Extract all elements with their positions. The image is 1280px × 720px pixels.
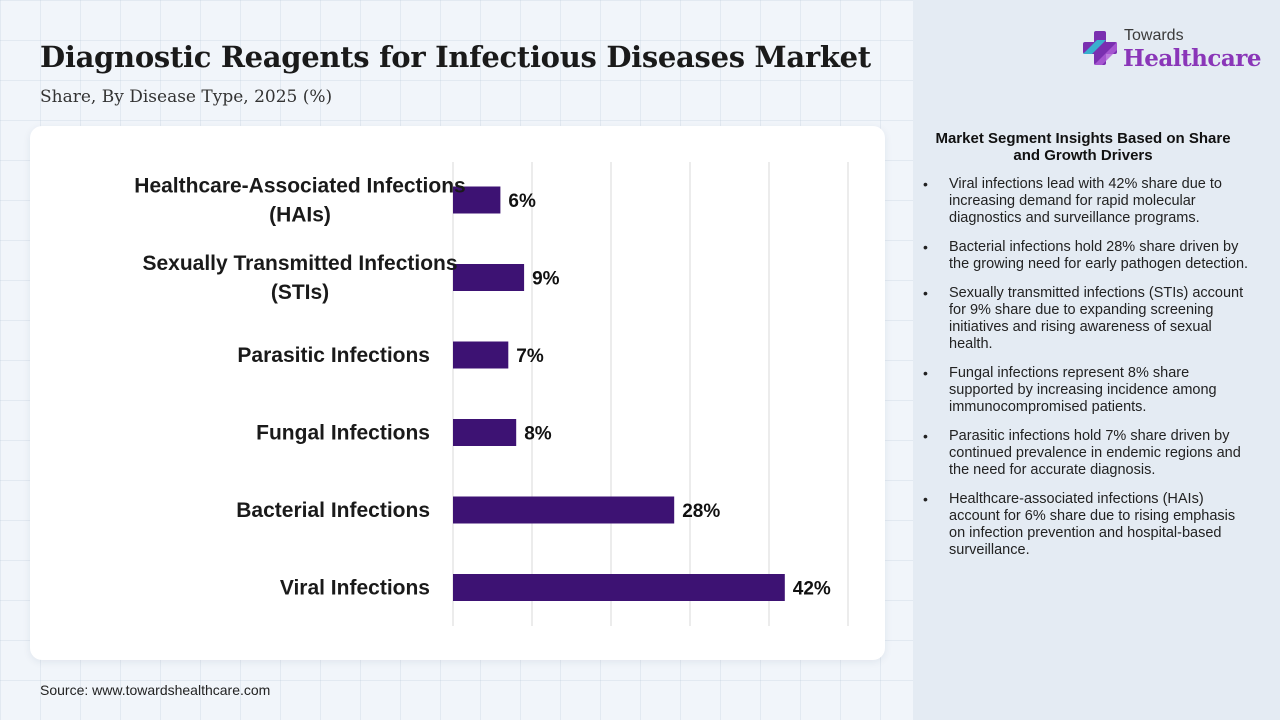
insight-text: Parasitic infections hold 7% share drive… — [949, 428, 1241, 478]
category-label: Parasitic Infections — [237, 344, 430, 367]
data-label: 7% — [516, 346, 544, 367]
bullet-icon: • — [923, 428, 928, 444]
insight-item: • Viral infections lead with 42% share du… — [920, 176, 1250, 227]
category-label: Bacterial Infections — [236, 499, 430, 522]
insight-text: Healthcare-associated infections (HAIs) … — [949, 491, 1236, 558]
category-label: Viral Infections — [280, 577, 430, 600]
bar — [453, 264, 525, 291]
category-label-line: Sexually Transmitted Infections — [142, 252, 457, 275]
insight-text: Viral infections lead with 42% share due… — [949, 176, 1222, 226]
logo-text-towards: Towards — [1124, 27, 1184, 44]
insights-list: • Viral infections lead with 42% share du… — [920, 176, 1250, 571]
data-label: 42% — [793, 579, 831, 600]
category-label-line: Viral Infections — [280, 577, 430, 600]
category-label: Healthcare-Associated Infections (HAIs) — [134, 175, 465, 227]
bar — [453, 186, 501, 214]
page-subtitle: Share, By Disease Type, 2025 (%) — [40, 87, 333, 107]
insight-item: • Sexually transmitted infections (STIs) … — [920, 285, 1250, 353]
insight-text: Sexually transmitted infections (STIs) a… — [949, 285, 1244, 352]
category-label-line: Bacterial Infections — [236, 499, 430, 522]
bar-chart: 6% Healthcare-Associated Infections (HAIs)… — [134, 162, 849, 626]
category-label-line: Fungal Infections — [256, 422, 430, 445]
bar — [453, 496, 675, 524]
chart-card: 6% Healthcare-Associated Infections (HAIs)… — [30, 126, 885, 660]
insights-title: Market Segment Insights Based on Share a… — [935, 130, 1231, 164]
bar — [453, 419, 517, 446]
source-note: Source: www.towardshealthcare.com — [40, 682, 271, 698]
medical-cross-icon — [1083, 31, 1117, 65]
insight-item: • Fungal infections represent 8% share su… — [920, 365, 1250, 416]
category-label: Fungal Infections — [256, 422, 430, 445]
insight-item: • Parasitic infections hold 7% share driv… — [920, 428, 1250, 479]
insight-text: Fungal infections represent 8% share sup… — [949, 365, 1217, 415]
insights-panel — [913, 0, 1280, 720]
bullet-icon: • — [923, 285, 928, 301]
bar — [453, 574, 785, 601]
insight-text: Bacterial infections hold 28% share driv… — [949, 239, 1249, 272]
category-label-line: Healthcare-Associated Infections — [134, 175, 465, 198]
data-label: 8% — [524, 424, 552, 445]
category-label-line: (STIs) — [271, 281, 329, 304]
data-label: 28% — [682, 501, 720, 522]
bullet-icon: • — [923, 491, 928, 507]
category-label-line: Parasitic Infections — [237, 344, 430, 367]
bullet-icon: • — [923, 365, 928, 381]
data-label: 9% — [532, 269, 560, 290]
category-label: Sexually Transmitted Infections (STIs) — [142, 252, 457, 304]
logo-text-healthcare: Healthcare — [1123, 45, 1262, 72]
brand-logo[interactable]: Towards Healthcare — [1080, 26, 1262, 78]
insight-item: • Bacterial infections hold 28% share dri… — [920, 239, 1250, 273]
bullet-icon: • — [923, 176, 928, 192]
bar — [453, 341, 509, 369]
category-label-line: (HAIs) — [269, 204, 331, 227]
page-title: Diagnostic Reagents for Infectious Disea… — [40, 40, 871, 74]
data-label: 6% — [508, 191, 536, 212]
insight-item: • Healthcare-associated infections (HAIs)… — [920, 491, 1250, 559]
bullet-icon: • — [923, 239, 928, 255]
